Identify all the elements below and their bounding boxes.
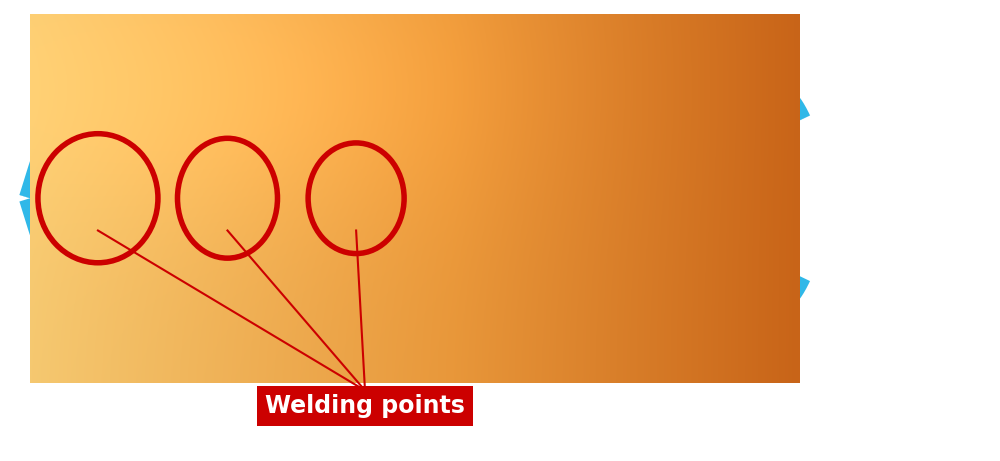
Text: Welding points: Welding points	[265, 394, 465, 418]
